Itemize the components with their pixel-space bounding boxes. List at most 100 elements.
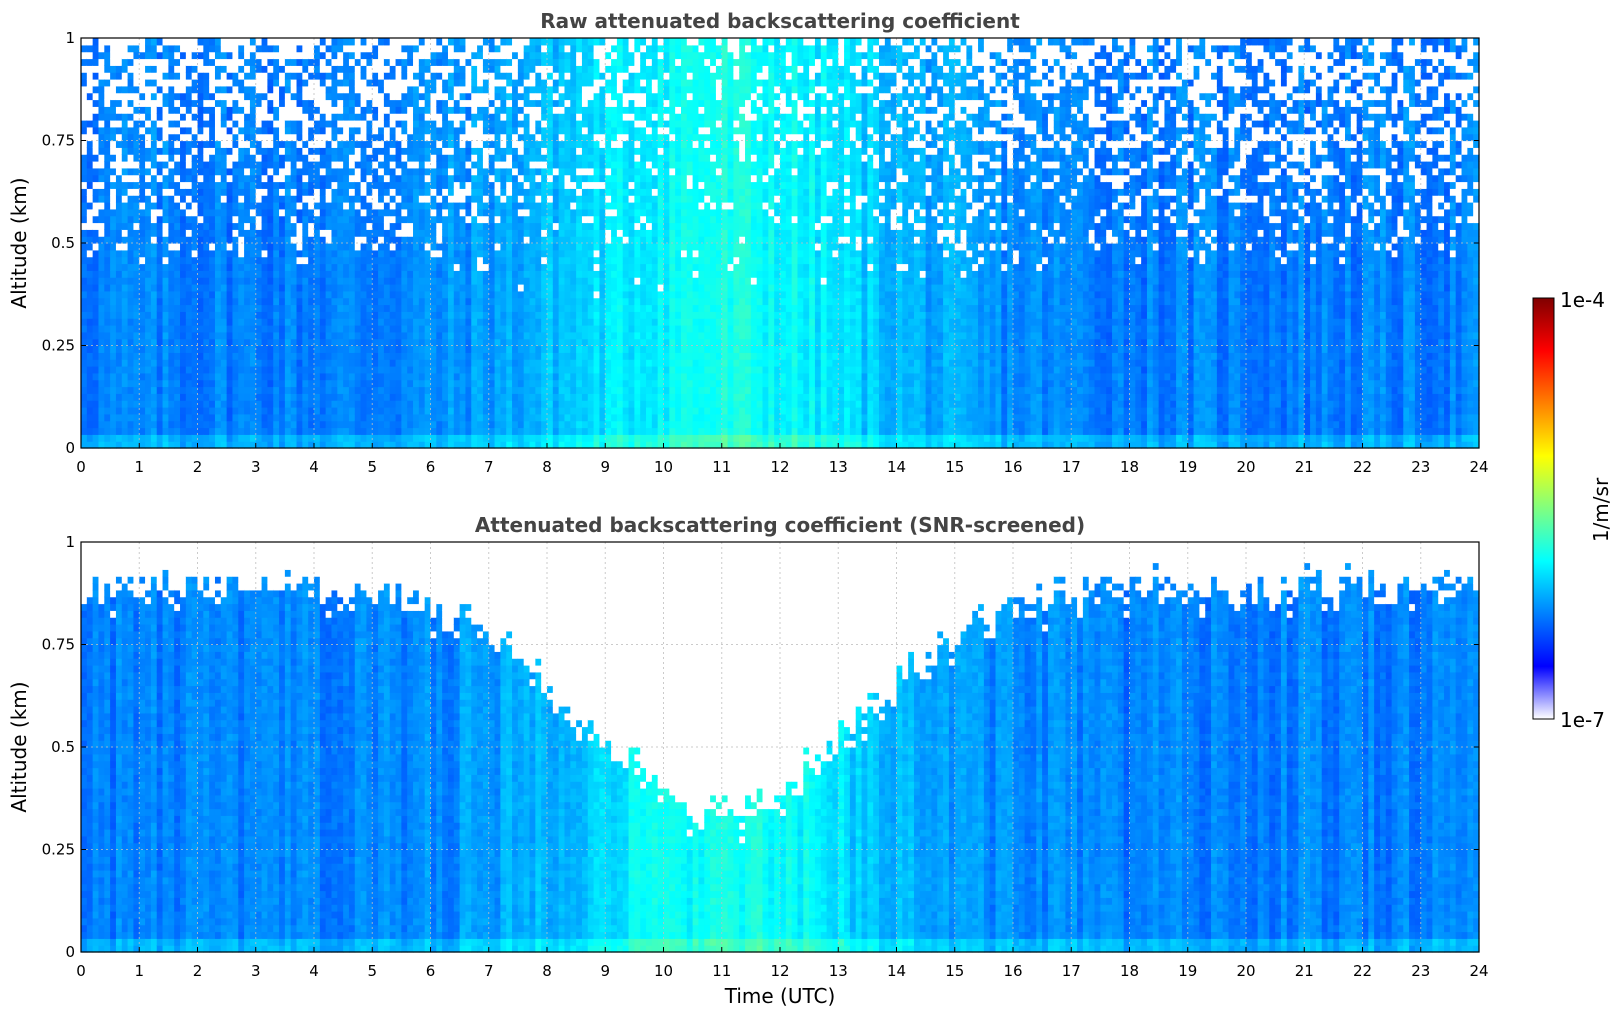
heatmap-cell — [92, 379, 100, 388]
heatmap-cell — [150, 284, 158, 292]
heatmap-cell — [220, 352, 228, 360]
heatmap-cell — [110, 407, 117, 415]
heatmap-cell — [121, 72, 129, 80]
heatmap-cell — [203, 120, 210, 128]
heatmap-cell — [284, 106, 292, 114]
heatmap-cell — [482, 58, 490, 66]
heatmap-cell — [378, 407, 385, 415]
heatmap-cell — [174, 147, 181, 155]
heatmap-cell — [354, 277, 362, 285]
heatmap-cell — [145, 249, 152, 258]
heatmap-cell — [133, 79, 140, 87]
heatmap-cell — [127, 407, 135, 415]
heatmap-cell — [244, 181, 251, 189]
heatmap-cell — [494, 270, 501, 278]
heatmap-cell — [447, 311, 455, 319]
heatmap-cell — [255, 400, 263, 408]
heatmap-cell — [506, 297, 513, 306]
heatmap-cell — [273, 215, 280, 224]
heatmap-cell — [395, 79, 402, 87]
heatmap-cell — [209, 161, 216, 169]
heatmap-cell — [517, 229, 525, 237]
heatmap-cell — [558, 318, 566, 326]
heatmap-cell — [238, 243, 245, 251]
heatmap-cell — [81, 441, 88, 449]
heatmap-cell — [529, 99, 536, 107]
heatmap-cell — [121, 161, 129, 169]
heatmap-cell — [261, 345, 268, 353]
heatmap-cell — [255, 325, 263, 333]
heatmap-cell — [92, 65, 100, 73]
heatmap-cell — [418, 99, 426, 107]
heatmap-cell — [156, 202, 164, 210]
heatmap-cell — [564, 345, 571, 353]
heatmap-cell — [104, 379, 111, 388]
heatmap-cell — [354, 407, 362, 415]
heatmap-cell — [552, 181, 560, 189]
heatmap-cell — [552, 58, 560, 66]
heatmap-cell — [162, 352, 169, 360]
heatmap-cell — [244, 331, 251, 340]
heatmap-cell — [220, 243, 228, 251]
heatmap-cell — [203, 44, 210, 53]
heatmap-cell — [529, 318, 536, 326]
heatmap-cell — [366, 345, 373, 353]
heatmap-cell — [343, 58, 350, 66]
heatmap-cell — [139, 331, 146, 340]
heatmap-cell — [209, 120, 216, 128]
heatmap-cell — [383, 249, 391, 258]
heatmap-cell — [552, 174, 560, 183]
heatmap-cell — [127, 140, 135, 148]
heatmap-cell — [436, 202, 443, 210]
heatmap-cell — [541, 188, 548, 196]
heatmap-cell — [220, 284, 228, 292]
heatmap-cell — [261, 181, 268, 189]
heatmap-cell — [366, 441, 373, 449]
heatmap-cell — [115, 407, 123, 415]
heatmap-cell — [482, 195, 490, 203]
heatmap-cell — [191, 263, 199, 271]
heatmap-cell — [255, 58, 263, 66]
heatmap-cell — [535, 379, 542, 388]
heatmap-cell — [360, 249, 368, 258]
heatmap-cell — [337, 181, 344, 189]
heatmap-cell — [535, 113, 542, 121]
heatmap-cell — [209, 222, 216, 230]
heatmap-cell — [81, 243, 88, 251]
heatmap-cell — [314, 126, 321, 135]
heatmap-cell — [395, 290, 402, 299]
heatmap-cell — [121, 304, 129, 312]
heatmap-cell — [523, 85, 531, 94]
heatmap-cell — [418, 256, 426, 265]
heatmap-cell — [337, 304, 344, 312]
heatmap-cell — [343, 379, 350, 388]
heatmap-cell — [360, 318, 368, 326]
heatmap-cell — [558, 202, 566, 210]
heatmap-cell — [121, 44, 129, 53]
heatmap-cell — [302, 51, 309, 60]
heatmap-cell — [477, 147, 484, 155]
heatmap-cell — [529, 290, 536, 299]
heatmap-cell — [244, 147, 251, 155]
heatmap-cell — [284, 79, 292, 87]
heatmap-cell — [512, 297, 519, 306]
heatmap-cell — [197, 215, 204, 224]
heatmap-cell — [319, 352, 327, 360]
heatmap-cell — [447, 379, 455, 388]
heatmap-cell — [261, 434, 268, 442]
heatmap-cell — [325, 236, 333, 244]
heatmap-cell — [477, 161, 484, 169]
heatmap-cell — [523, 420, 531, 429]
heatmap-cell — [389, 359, 397, 367]
heatmap-cell — [308, 427, 315, 435]
heatmap-cell — [168, 263, 175, 271]
heatmap-cell — [424, 72, 432, 80]
heatmap-cell — [366, 85, 373, 94]
heatmap-cell — [413, 174, 420, 183]
heatmap-cell — [267, 147, 274, 155]
heatmap-cell — [296, 243, 303, 251]
heatmap-cell — [110, 215, 117, 224]
heatmap-cell — [558, 99, 566, 107]
heatmap-cell — [471, 277, 478, 285]
heatmap-cell — [209, 311, 216, 319]
